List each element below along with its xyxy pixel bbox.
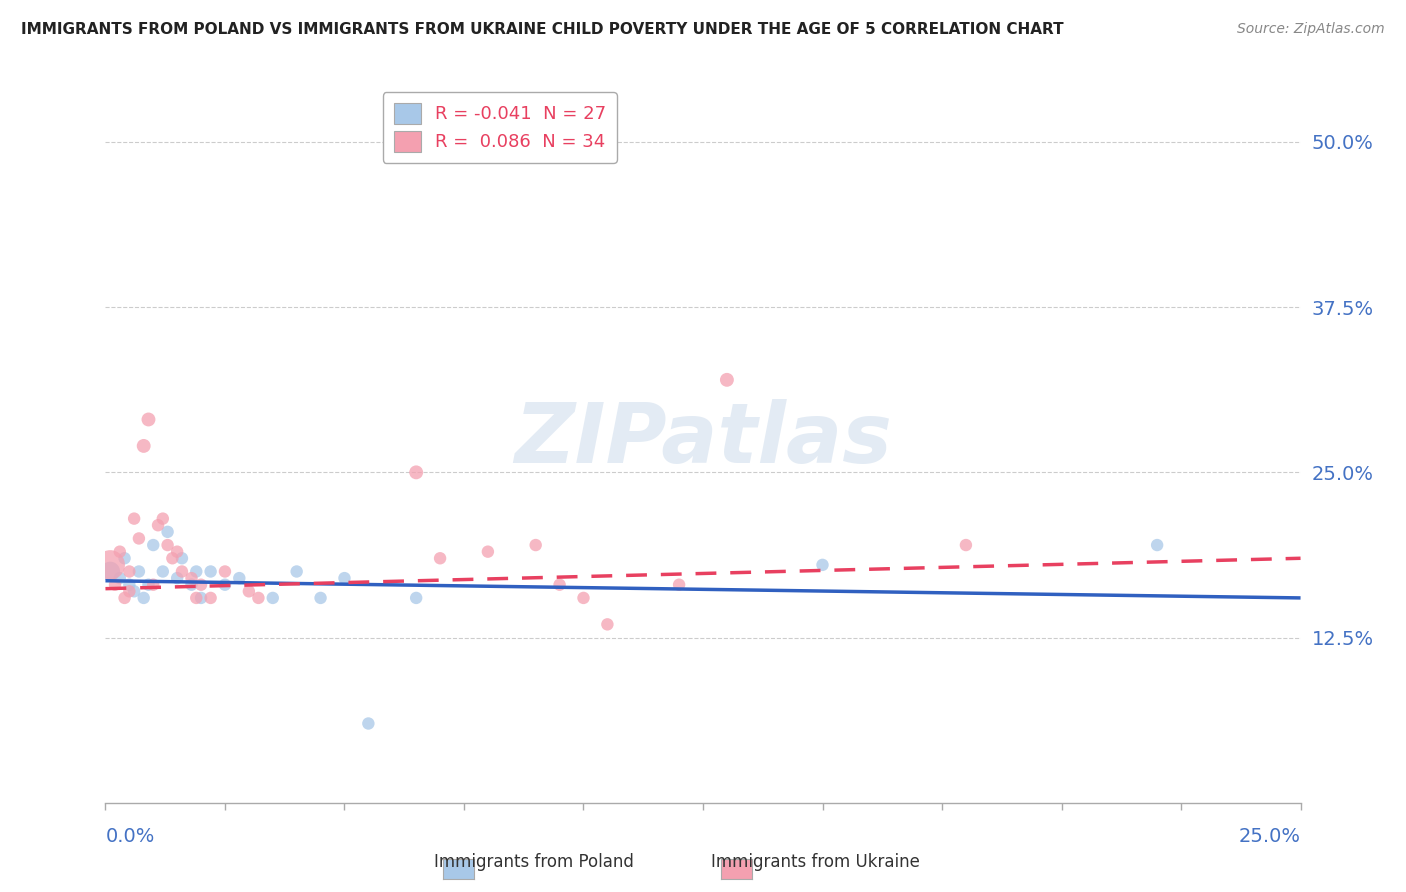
- Y-axis label: Child Poverty Under the Age of 5: Child Poverty Under the Age of 5: [0, 292, 8, 587]
- Text: IMMIGRANTS FROM POLAND VS IMMIGRANTS FROM UKRAINE CHILD POVERTY UNDER THE AGE OF: IMMIGRANTS FROM POLAND VS IMMIGRANTS FRO…: [21, 22, 1064, 37]
- Point: [955, 538, 977, 552]
- Point: [166, 544, 188, 558]
- Legend: R = -0.041  N = 27, R =  0.086  N = 34: R = -0.041 N = 27, R = 0.086 N = 34: [382, 92, 617, 162]
- Point: [108, 571, 131, 585]
- Point: [170, 565, 193, 579]
- Point: [114, 551, 136, 566]
- Point: [118, 565, 141, 579]
- Point: [180, 571, 202, 585]
- Text: ZIPatlas: ZIPatlas: [515, 399, 891, 480]
- Point: [138, 412, 160, 426]
- Point: [166, 571, 188, 585]
- Text: Immigrants from Ukraine: Immigrants from Ukraine: [711, 853, 920, 871]
- Point: [98, 565, 121, 579]
- Point: [333, 571, 356, 585]
- Point: [200, 591, 222, 605]
- Point: [596, 617, 619, 632]
- Point: [548, 578, 571, 592]
- Point: [142, 578, 165, 592]
- Point: [429, 551, 451, 566]
- Point: [228, 571, 250, 585]
- Point: [477, 544, 499, 558]
- Text: Immigrants from Poland: Immigrants from Poland: [434, 853, 634, 871]
- Point: [128, 565, 150, 579]
- Point: [138, 578, 160, 592]
- Point: [180, 578, 202, 592]
- Point: [122, 584, 145, 599]
- Point: [162, 551, 184, 566]
- Point: [309, 591, 332, 605]
- Point: [572, 591, 595, 605]
- Point: [104, 578, 127, 592]
- Point: [132, 591, 155, 605]
- Point: [186, 565, 208, 579]
- Point: [108, 544, 131, 558]
- Point: [247, 591, 270, 605]
- Point: [405, 466, 427, 480]
- Point: [190, 591, 212, 605]
- Point: [156, 538, 179, 552]
- Text: 0.0%: 0.0%: [105, 827, 155, 846]
- Point: [285, 565, 308, 579]
- Point: [152, 511, 174, 525]
- Point: [122, 511, 145, 525]
- Point: [238, 584, 260, 599]
- Point: [262, 591, 284, 605]
- Point: [170, 551, 193, 566]
- Point: [98, 558, 121, 572]
- Point: [128, 532, 150, 546]
- Text: 25.0%: 25.0%: [1239, 827, 1301, 846]
- Point: [186, 591, 208, 605]
- Text: Source: ZipAtlas.com: Source: ZipAtlas.com: [1237, 22, 1385, 37]
- Point: [114, 591, 136, 605]
- Point: [811, 558, 834, 572]
- Point: [118, 578, 141, 592]
- Point: [716, 373, 738, 387]
- Point: [200, 565, 222, 579]
- Point: [357, 716, 380, 731]
- Point: [190, 578, 212, 592]
- Point: [214, 565, 236, 579]
- Point: [668, 578, 690, 592]
- Point: [142, 538, 165, 552]
- Point: [118, 584, 141, 599]
- Point: [1146, 538, 1168, 552]
- Point: [156, 524, 179, 539]
- Point: [132, 439, 155, 453]
- Point: [214, 578, 236, 592]
- Point: [405, 591, 427, 605]
- Point: [146, 518, 169, 533]
- Point: [152, 565, 174, 579]
- Point: [524, 538, 547, 552]
